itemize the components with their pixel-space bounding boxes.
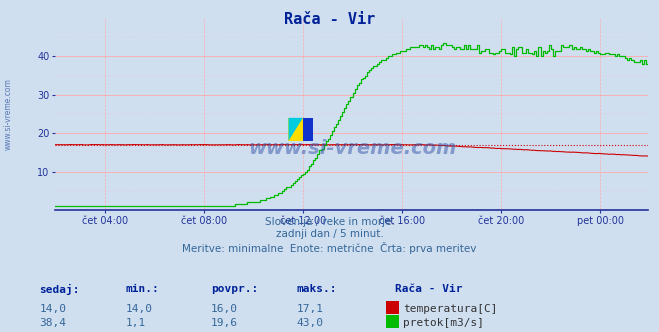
- Text: 14,0: 14,0: [40, 304, 67, 314]
- Text: www.si-vreme.com: www.si-vreme.com: [248, 139, 457, 158]
- Text: maks.:: maks.:: [297, 284, 337, 294]
- Text: temperatura[C]: temperatura[C]: [403, 304, 498, 314]
- Text: Rača - Vir: Rača - Vir: [284, 12, 375, 27]
- Text: 38,4: 38,4: [40, 318, 67, 328]
- Text: 19,6: 19,6: [211, 318, 238, 328]
- Text: 1,1: 1,1: [125, 318, 146, 328]
- Text: 16,0: 16,0: [211, 304, 238, 314]
- Bar: [289, 118, 303, 141]
- Text: 43,0: 43,0: [297, 318, 324, 328]
- Text: 17,1: 17,1: [297, 304, 324, 314]
- Text: 14,0: 14,0: [125, 304, 152, 314]
- Text: www.si-vreme.com: www.si-vreme.com: [4, 78, 13, 150]
- Text: Rača - Vir: Rača - Vir: [395, 284, 463, 294]
- Bar: [303, 118, 313, 141]
- Text: povpr.:: povpr.:: [211, 284, 258, 294]
- Polygon shape: [289, 118, 303, 141]
- Text: Meritve: minimalne  Enote: metrične  Črta: prva meritev: Meritve: minimalne Enote: metrične Črta:…: [183, 242, 476, 254]
- Text: Slovenija / reke in morje.: Slovenija / reke in morje.: [264, 217, 395, 227]
- Text: sedaj:: sedaj:: [40, 284, 80, 295]
- Text: min.:: min.:: [125, 284, 159, 294]
- Text: pretok[m3/s]: pretok[m3/s]: [403, 318, 484, 328]
- Text: zadnji dan / 5 minut.: zadnji dan / 5 minut.: [275, 229, 384, 239]
